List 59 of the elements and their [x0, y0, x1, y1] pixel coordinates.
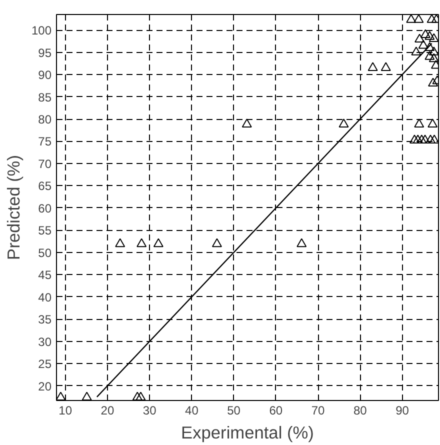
y-tick-label: 65 — [38, 179, 52, 194]
x-tick-label: 90 — [396, 404, 410, 418]
point — [429, 134, 438, 144]
point — [115, 238, 126, 248]
x-tick-label: 40 — [185, 404, 199, 418]
point — [56, 392, 66, 400]
point — [338, 118, 349, 128]
y-tick-label: 85 — [38, 90, 52, 104]
point — [414, 118, 424, 128]
x-tick-label: 30 — [142, 404, 157, 418]
x-tick-label: 20 — [100, 404, 114, 418]
point — [424, 51, 435, 60]
point — [424, 31, 435, 40]
point — [428, 33, 438, 42]
y-tick-label: 75 — [38, 134, 52, 149]
y-tick-label: 95 — [38, 46, 52, 60]
y-axis-title: Predicted (%) — [3, 155, 24, 260]
y-tick-label: 90 — [38, 68, 52, 82]
x-tick-label: 50 — [227, 404, 241, 418]
y-tick-label: 45 — [38, 268, 52, 282]
y-tick-label: 35 — [38, 312, 52, 327]
point — [428, 46, 438, 56]
point — [424, 42, 435, 51]
point — [380, 62, 391, 71]
point — [420, 29, 430, 38]
point — [296, 238, 307, 248]
point — [153, 238, 164, 248]
y-tick-label: 55 — [38, 224, 52, 238]
point — [212, 238, 222, 248]
point — [136, 392, 146, 400]
point — [409, 134, 420, 144]
point — [414, 34, 425, 42]
y-tick-label: 60 — [38, 201, 52, 216]
y-tick-label: 30 — [38, 334, 52, 349]
point — [242, 118, 252, 128]
y-tick-label: 100 — [31, 24, 52, 38]
point — [368, 62, 378, 71]
point — [132, 392, 142, 400]
y-tick-label: 50 — [38, 246, 52, 260]
y-tick-label: 40 — [38, 290, 52, 304]
x-tick-label: 80 — [353, 404, 368, 418]
x-tick-label: 10 — [58, 404, 72, 418]
y-tick-label: 70 — [38, 156, 52, 171]
x-axis-title: Experimental (%) — [181, 422, 314, 442]
point — [411, 46, 422, 56]
y-tick-label: 20 — [38, 379, 52, 394]
point — [428, 53, 438, 62]
y-tick-label: 25 — [38, 357, 52, 372]
x-tick-label: 70 — [311, 404, 326, 418]
point — [428, 78, 438, 87]
point — [414, 14, 424, 23]
y-tick-label: 80 — [38, 112, 52, 127]
point — [406, 14, 416, 23]
point — [82, 392, 92, 400]
x-tick-label: 60 — [269, 404, 283, 418]
point — [418, 40, 428, 49]
point — [136, 238, 147, 248]
point — [426, 14, 437, 23]
point — [428, 118, 438, 128]
